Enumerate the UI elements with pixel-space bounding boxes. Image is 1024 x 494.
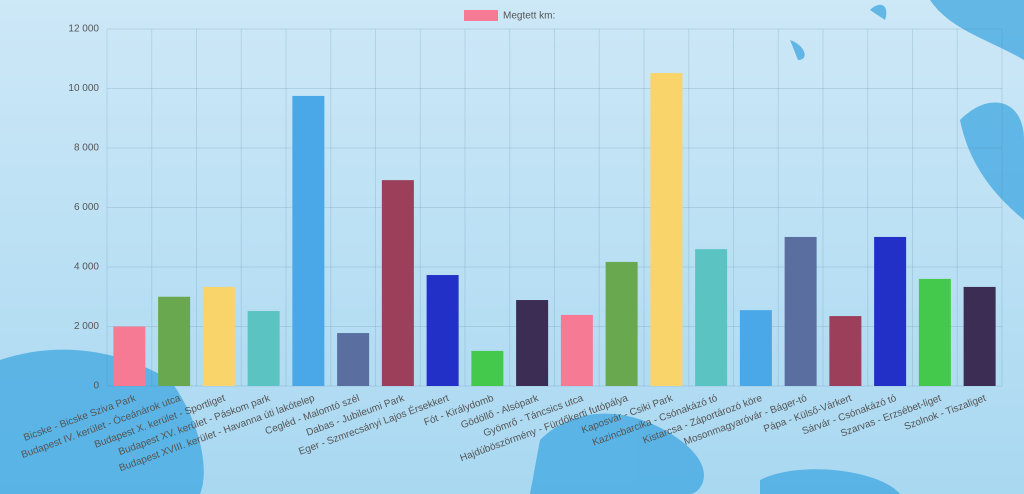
bar: [784, 236, 817, 386]
bar: [650, 73, 683, 386]
bar: [337, 333, 370, 386]
plot: 0 2 000 4 000 6 000 8 000 10 000 12 000 Megtett…: [19, 10, 1003, 474]
y-tick-label: 2 000: [74, 321, 99, 332]
bar: [739, 310, 772, 386]
bar: [202, 286, 235, 386]
bar: [516, 300, 549, 386]
bar: [471, 350, 504, 386]
bar: [918, 278, 951, 386]
bar: [963, 286, 996, 386]
bar: [560, 314, 593, 386]
bar: [113, 326, 146, 386]
y-tick-label: 4 000: [74, 262, 99, 273]
bar: [605, 261, 638, 386]
bar: [874, 236, 907, 386]
y-tick-label: 0: [93, 381, 99, 392]
y-tick-label: 8 000: [74, 143, 99, 154]
bar: [381, 180, 414, 386]
bar: [247, 311, 280, 386]
bar: [426, 275, 459, 386]
bar: [695, 249, 728, 386]
bar: [292, 95, 325, 386]
y-tick-label: 6 000: [74, 202, 99, 213]
y-tick-label: 12 000: [68, 24, 99, 35]
legend-swatch: [464, 10, 498, 21]
bar: [829, 316, 862, 386]
bar: [158, 296, 191, 386]
legend-label: Megtett km:: [503, 11, 555, 22]
y-tick-label: 10 000: [68, 83, 99, 94]
